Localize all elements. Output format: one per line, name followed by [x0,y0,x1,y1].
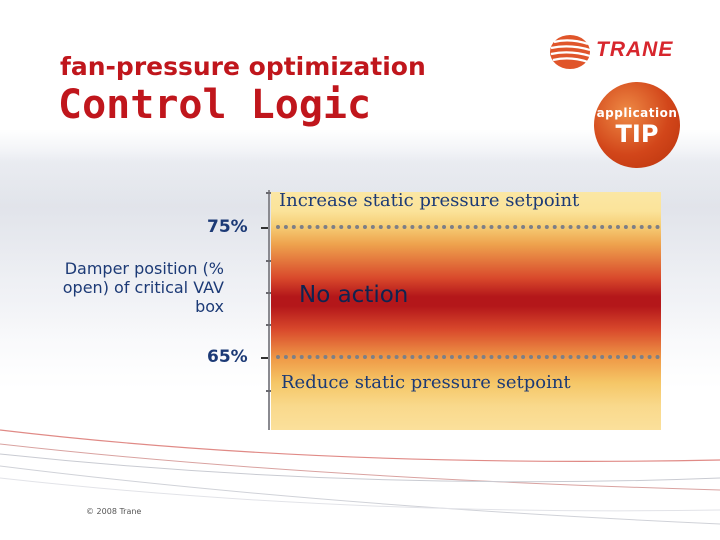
lower-threshold-label: 65% [207,347,248,367]
tip-big-label: TIP [615,120,659,148]
axis-tick [266,260,271,262]
damper-axis-line [268,190,270,430]
trane-logo: TRANE [596,38,674,61]
tip-small-label: application [596,106,678,120]
zone-no-action-label: No action [299,282,409,308]
axis-tick [266,324,271,326]
trane-swirl-icon [550,35,591,69]
slide-title: Control Logic [58,82,372,128]
lower-threshold-line [276,355,660,359]
upper-threshold-dash [261,227,268,229]
axis-title: Damper position (% open) of critical VAV… [62,259,224,316]
upper-threshold-line [276,225,660,229]
axis-tick [266,292,271,294]
upper-threshold-label: 75% [207,217,248,237]
axis-tick [266,192,271,194]
zone-reduce-label: Reduce static pressure setpoint [281,372,571,393]
axis-tick [266,390,271,392]
application-tip-badge: application TIP [594,82,680,168]
copyright-text: © 2008 Trane [86,507,142,516]
lower-threshold-dash [261,357,268,359]
slide-subtitle: fan-pressure optimization [60,52,426,81]
decorative-swoosh [0,429,720,525]
zone-increase-label: Increase static pressure setpoint [279,190,580,211]
pressure-zone-gradient [271,192,661,430]
